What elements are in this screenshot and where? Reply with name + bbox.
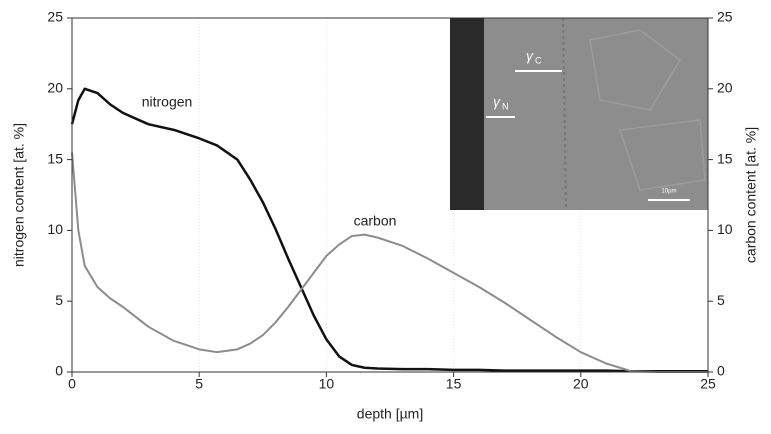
x-tick-label: 10 — [319, 376, 335, 392]
y-axis-label: nitrogen content [at. %] — [11, 123, 27, 267]
y-tick-label: 10 — [47, 221, 63, 237]
x-tick-label: 15 — [446, 376, 462, 392]
y2-tick-label: 25 — [717, 9, 733, 25]
inset-boundary — [562, 17, 567, 211]
inset-grain-boundaries — [589, 29, 706, 191]
annotation: nitrogen — [142, 94, 193, 110]
x-tick-label: 20 — [573, 376, 589, 392]
annotation: carbon — [354, 213, 397, 229]
plot-frame — [71, 17, 709, 373]
x-tick-label: 0 — [68, 376, 76, 392]
y-tick-label: 5 — [55, 292, 63, 308]
x-tick-label: 5 — [195, 376, 203, 392]
data-line — [70, 87, 708, 373]
data-line — [71, 152, 708, 373]
y2-axis-label: carbon content [at. %] — [743, 127, 759, 263]
y2-tick-label: 0 — [717, 363, 725, 379]
y2-tick-label: 20 — [717, 80, 733, 96]
inset-image — [450, 18, 708, 210]
inset-scale-label: 10µm — [661, 189, 676, 195]
y2-tick-label: 15 — [717, 150, 733, 166]
y-tick-label: 20 — [47, 80, 63, 96]
y2-tick-label: 10 — [717, 221, 733, 237]
y-tick-label: 0 — [55, 363, 63, 379]
inset-label-sub: N — [502, 101, 509, 111]
inset-label: γ — [493, 94, 501, 110]
y2-tick-label: 5 — [717, 292, 725, 308]
inset-label-sub: C — [535, 55, 542, 65]
inset-label: γ — [526, 48, 534, 64]
inset-dark-layer — [450, 18, 484, 210]
y-tick-label: 15 — [47, 150, 63, 166]
x-tick-label: 25 — [700, 376, 716, 392]
y-tick-label: 25 — [47, 9, 63, 25]
x-axis-label: depth [µm] — [357, 406, 423, 422]
